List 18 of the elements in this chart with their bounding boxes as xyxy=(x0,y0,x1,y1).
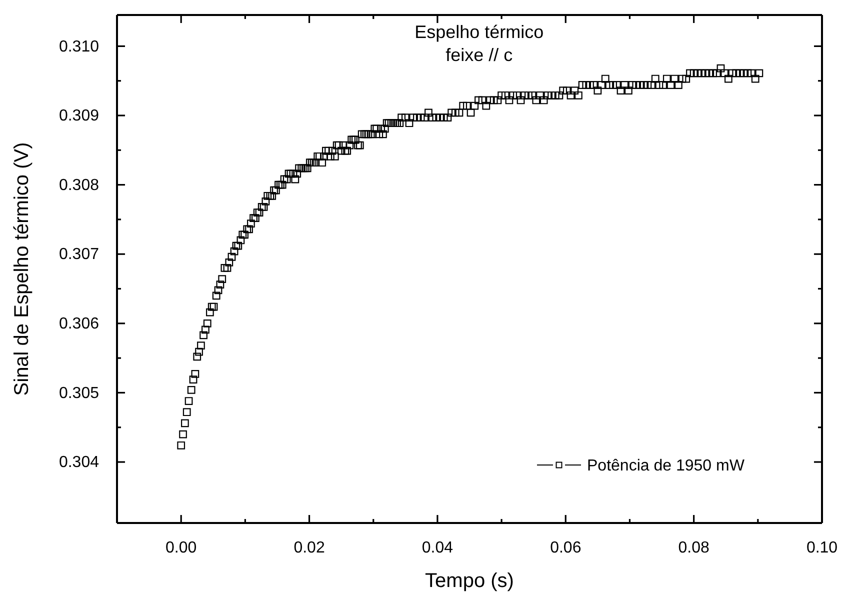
y-tick-label: 0.305 xyxy=(58,384,100,402)
x-tick-label: 0.08 xyxy=(678,539,710,556)
x-tick-label: 0.02 xyxy=(294,539,325,556)
x-axis-title: Tempo (s) xyxy=(425,570,514,592)
x-tick-label: 0.04 xyxy=(422,539,454,556)
x-tick-label: 0.06 xyxy=(550,539,582,556)
y-tick-label: 0.304 xyxy=(58,454,100,472)
y-tick-label: 0.308 xyxy=(58,176,100,194)
y-axis-title: Sinal de Espelho térmico (V) xyxy=(11,142,33,396)
legend-label: Potência de 1950 mW xyxy=(587,458,746,475)
chart-title: Espelho térmico xyxy=(414,22,544,42)
y-tick-label: 0.309 xyxy=(58,108,100,125)
y-tick-label: 0.307 xyxy=(58,246,100,264)
y-tick-label: 0.306 xyxy=(58,316,100,333)
x-tick-label: 0.10 xyxy=(806,539,838,556)
text: feixe // c xyxy=(446,45,513,65)
x-tick-label: 0.00 xyxy=(166,539,197,556)
y-tick-label: 0.310 xyxy=(58,38,100,56)
